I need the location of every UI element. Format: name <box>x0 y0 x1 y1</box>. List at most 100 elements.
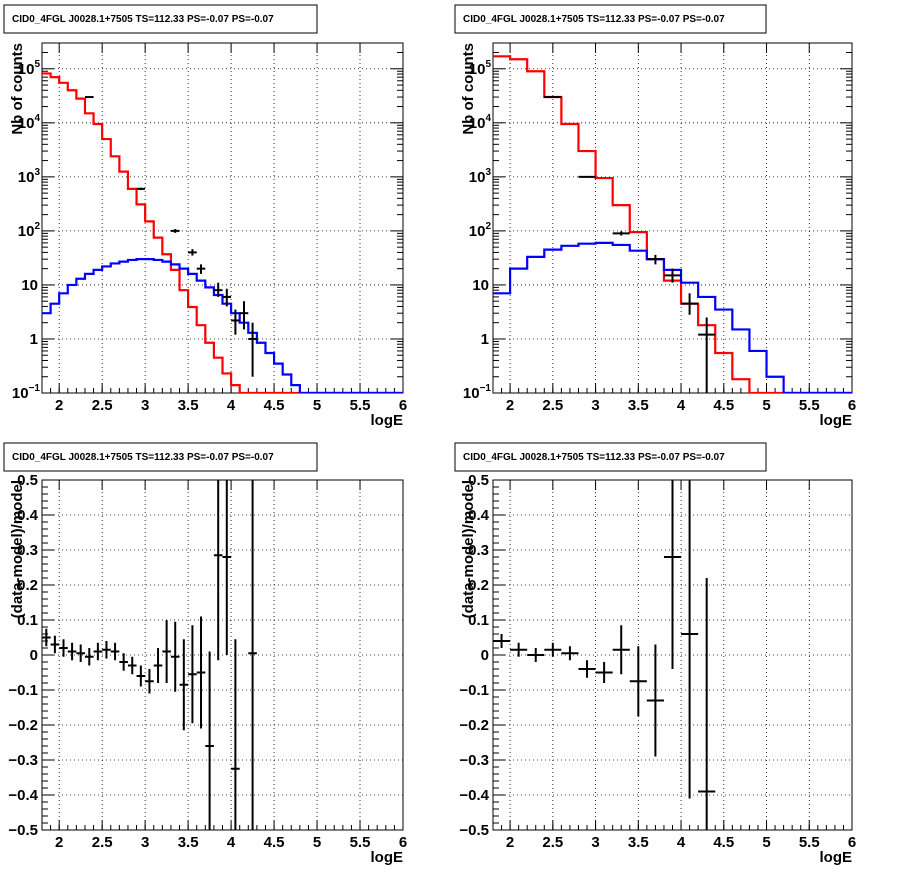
y-tick-base: 10 <box>18 169 35 186</box>
y-tick-base: 10 <box>18 61 35 78</box>
x-tick-label: 2 <box>55 397 63 414</box>
y-tick-exponent: 4 <box>485 113 491 124</box>
plot-frame <box>41 42 404 394</box>
y-tick-label: 105 <box>469 59 492 78</box>
y-tick-exponent: 2 <box>34 221 40 232</box>
y-tick-base: 10 <box>21 277 38 294</box>
y-tick-exponent: 2 <box>485 221 491 232</box>
x-tick-label: 2.5 <box>542 834 563 851</box>
x-tick-label: 5 <box>762 834 770 851</box>
x-tick-label: 2.5 <box>92 397 113 414</box>
y-tick-exponent: 3 <box>34 167 40 178</box>
y-tick-label: 104 <box>18 113 41 132</box>
histogram-total-model <box>42 72 403 393</box>
histogram-source-model <box>42 258 403 393</box>
y-tick-label: 0.3 <box>17 542 38 559</box>
y-tick-exponent: 3 <box>485 167 491 178</box>
x-tick-label: 3.5 <box>628 397 649 414</box>
y-tick-label: 104 <box>469 113 492 132</box>
y-tick-label: 0.4 <box>17 507 39 524</box>
y-axis-label: (data-model)/model <box>460 480 477 618</box>
y-tick-base: 1 <box>481 331 489 348</box>
x-tick-label: 5 <box>313 834 321 851</box>
x-tick-label: 5.5 <box>799 834 820 851</box>
x-tick-label: 2 <box>506 834 514 851</box>
title-box <box>3 4 318 34</box>
y-tick-base: 10 <box>469 61 486 78</box>
y-tick-label: 0 <box>481 647 489 664</box>
y-tick-label: 0.5 <box>468 472 489 489</box>
panel-counts-right: CID0_4FGL J0028.1+7505 TS=112.33 PS=-0.0… <box>454 4 856 429</box>
x-tick-label: 2.5 <box>542 397 563 414</box>
y-tick-label: −0.4 <box>459 787 489 804</box>
y-tick-exponent: 4 <box>34 113 40 124</box>
plot-frame <box>492 42 853 394</box>
chart-title: CID0_4FGL J0028.1+7505 TS=112.33 PS=-0.0… <box>12 14 274 25</box>
y-tick-base: 10 <box>18 115 35 132</box>
title-box <box>454 442 767 472</box>
y-tick-exponent: 5 <box>485 59 491 70</box>
y-tick-base: 10 <box>472 277 489 294</box>
histogram-total-model <box>493 55 852 393</box>
x-tick-label: 5 <box>313 397 321 414</box>
x-tick-label: 3.5 <box>178 834 199 851</box>
x-tick-label: 3 <box>591 397 599 414</box>
plot-area <box>42 480 257 830</box>
y-tick-label: 10−1 <box>463 383 492 402</box>
chart-title: CID0_4FGL J0028.1+7505 TS=112.33 PS=-0.0… <box>463 452 725 463</box>
chart-title: CID0_4FGL J0028.1+7505 TS=112.33 PS=-0.0… <box>463 14 725 25</box>
x-tick-label: 6 <box>399 834 407 851</box>
y-tick-label: −0.4 <box>8 787 38 804</box>
x-tick-label: 4.5 <box>264 834 285 851</box>
x-tick-label: 4.5 <box>713 397 734 414</box>
x-tick-label: 4 <box>677 834 686 851</box>
x-tick-label: 4.5 <box>713 834 734 851</box>
chart-title: CID0_4FGL J0028.1+7505 TS=112.33 PS=-0.0… <box>12 452 274 463</box>
y-tick-base: 10 <box>463 385 480 402</box>
y-tick-label: −0.3 <box>459 752 489 769</box>
x-tick-label: 6 <box>848 397 856 414</box>
x-axis-label: logE <box>820 412 853 429</box>
y-tick-exponent: 5 <box>34 59 40 70</box>
y-axis-label: Nb of counts <box>460 43 477 135</box>
y-tick-label: −0.5 <box>459 822 489 839</box>
y-axis-label: (data-model)/model <box>9 480 26 618</box>
y-tick-label: 1 <box>30 331 38 348</box>
y-tick-label: 10 <box>472 277 489 294</box>
panel-residuals-left: CID0_4FGL J0028.1+7505 TS=112.33 PS=-0.0… <box>3 442 407 866</box>
y-tick-label: 102 <box>469 221 492 240</box>
panel-counts-left: CID0_4FGL J0028.1+7505 TS=112.33 PS=-0.0… <box>3 4 407 429</box>
y-tick-label: 103 <box>469 167 492 186</box>
y-tick-label: 0.2 <box>17 577 38 594</box>
y-tick-label: −0.1 <box>459 682 489 699</box>
y-tick-exponent: −1 <box>480 383 492 394</box>
y-tick-base: 1 <box>30 331 38 348</box>
x-axis-label: logE <box>371 412 404 429</box>
histogram-source-model <box>493 241 852 393</box>
x-tick-label: 3.5 <box>178 397 199 414</box>
y-tick-label: 10 <box>21 277 38 294</box>
y-tick-label: 0 <box>30 647 38 664</box>
title-box <box>454 4 767 34</box>
x-tick-label: 2 <box>55 834 63 851</box>
x-tick-label: 5.5 <box>350 397 371 414</box>
x-tick-label: 4 <box>227 397 236 414</box>
x-tick-label: 6 <box>848 834 856 851</box>
y-tick-label: 103 <box>18 167 41 186</box>
x-tick-label: 6 <box>399 397 407 414</box>
title-box <box>3 442 318 472</box>
y-tick-label: −0.5 <box>8 822 38 839</box>
panel-residuals-right: CID0_4FGL J0028.1+7505 TS=112.33 PS=-0.0… <box>454 442 856 866</box>
x-tick-label: 3 <box>141 834 149 851</box>
y-axis-label: Nb of counts <box>9 43 26 135</box>
x-tick-label: 5 <box>762 397 770 414</box>
y-tick-label: 0.5 <box>17 472 38 489</box>
y-tick-label: 0.3 <box>468 542 489 559</box>
plot-area <box>493 55 852 393</box>
y-tick-base: 10 <box>18 223 35 240</box>
x-tick-label: 2.5 <box>92 834 113 851</box>
y-tick-label: 0.1 <box>17 612 38 629</box>
y-tick-base: 10 <box>469 115 486 132</box>
y-tick-label: −0.2 <box>459 717 489 734</box>
